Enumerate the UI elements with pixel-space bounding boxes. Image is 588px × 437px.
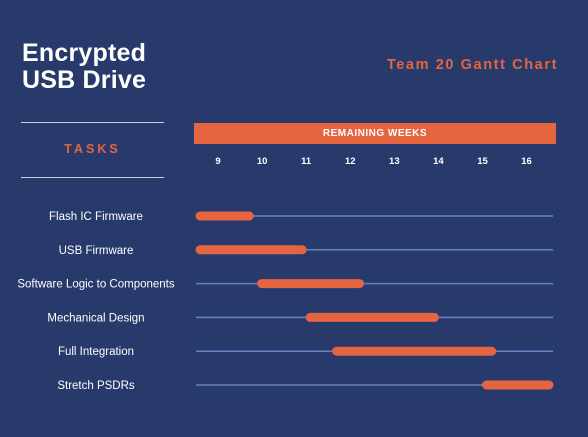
tasks-top-rule xyxy=(21,122,164,123)
task-label: Full Integration xyxy=(58,346,134,358)
week-tick-label: 13 xyxy=(389,156,400,167)
week-tick-label: 11 xyxy=(301,156,312,167)
task-label: USB Firmware xyxy=(59,245,134,257)
week-tick-label: 12 xyxy=(345,156,356,167)
task-label: Flash IC Firmware xyxy=(49,211,143,223)
chart-subtitle: Team 20 Gantt Chart xyxy=(386,57,558,73)
week-tick-label: 16 xyxy=(521,156,532,167)
chart-title: Encrypted USB Drive xyxy=(22,39,147,94)
tasks-header: TASKS xyxy=(64,142,121,156)
week-tick-label: 9 xyxy=(215,156,220,167)
tasks-bottom-rule xyxy=(21,177,164,178)
task-label: Stretch PSDRs xyxy=(57,380,135,392)
week-tick-label: 14 xyxy=(433,156,444,167)
task-label: Mechanical Design xyxy=(47,312,144,324)
week-tick-label: 15 xyxy=(477,156,488,167)
remaining-weeks-header: REMAINING WEEKS xyxy=(194,123,556,144)
week-tick-label: 10 xyxy=(257,156,268,167)
task-label: Software Logic to Components xyxy=(17,279,175,291)
